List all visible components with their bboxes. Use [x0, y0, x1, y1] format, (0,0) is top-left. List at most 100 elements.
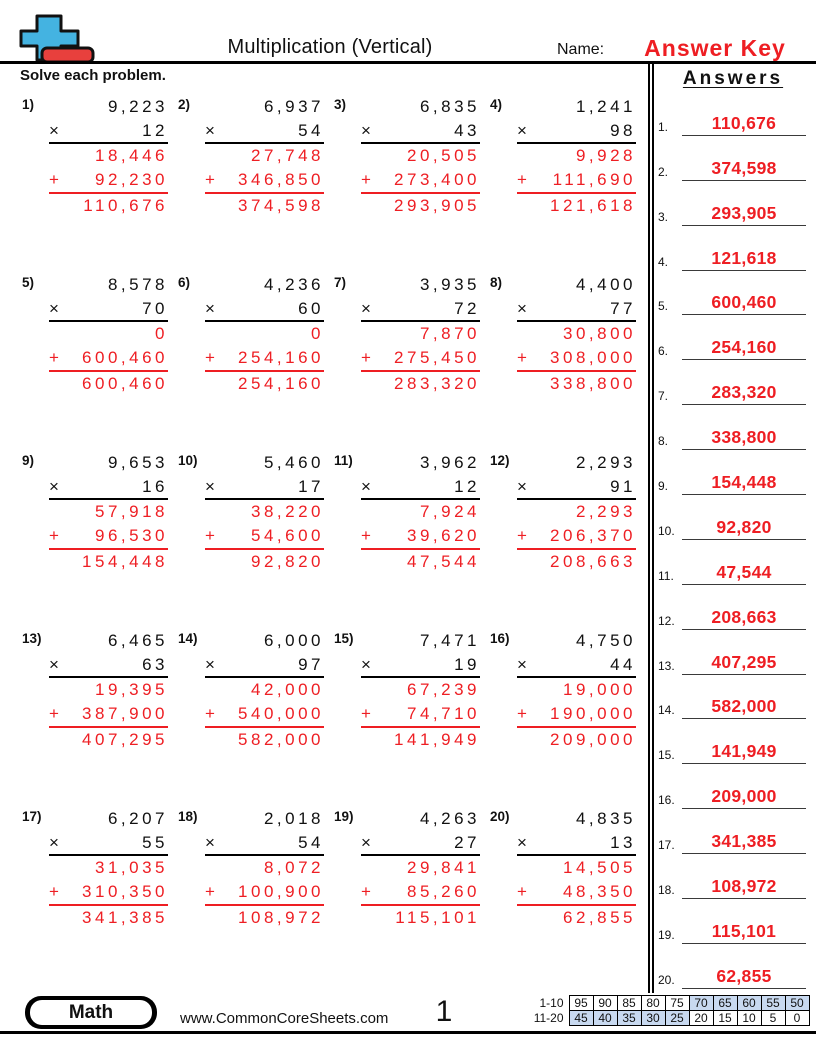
problem: 7) 3,935 × 72 7,870 + 275,450 283,320 [334, 273, 490, 451]
answer-number: 17. [658, 838, 675, 853]
answer-number: 4. [658, 254, 669, 269]
partial-product-2-row: + 275,450 [361, 346, 480, 372]
partial-product-2: 54,600 [251, 525, 324, 545]
answer-number: 6. [658, 344, 669, 359]
plus-sign-icon: + [361, 703, 371, 723]
multiplier: 60 [298, 298, 324, 318]
multiplier: 17 [298, 476, 324, 496]
plus-sign-icon: + [517, 347, 527, 367]
answer-value: 208,663 [682, 607, 806, 630]
answer-value: 283,320 [682, 382, 806, 406]
problem-number: 9) [22, 453, 35, 468]
answer-number: 13. [658, 658, 675, 673]
problem-number: 13) [22, 631, 42, 646]
multiply-icon: × [49, 654, 59, 674]
product-total: 92,820 [251, 552, 324, 571]
problem-number: 8) [490, 275, 503, 290]
partial-product-2-row: + 308,000 [517, 346, 636, 372]
multiplicand: 5,460 [263, 453, 324, 472]
problem-work: 4,236 × 60 0 + 254,160 254,160 [205, 273, 324, 451]
answer-number: 3. [658, 209, 669, 224]
answer-number: 20. [658, 972, 675, 987]
multiplicand: 6,465 [107, 631, 168, 650]
multiply-icon: × [49, 476, 59, 496]
instruction-text: Solve each problem. [20, 67, 166, 84]
score-cell: 15 [712, 1010, 738, 1026]
problem-work: 2,293 × 91 2,293 + 206,370 208,663 [517, 451, 636, 629]
score-cell: 5 [760, 1010, 786, 1026]
footer-rule [0, 1031, 816, 1034]
plus-sign-icon: + [49, 525, 59, 545]
score-cell: 35 [616, 1010, 642, 1026]
problem-work: 9,653 × 16 57,918 + 96,530 154,448 [49, 451, 168, 629]
partial-product-2-row: + 54,600 [205, 524, 324, 550]
problem-work: 4,263 × 27 29,841 + 85,260 115,101 [361, 807, 480, 985]
plus-sign-icon: + [517, 703, 527, 723]
multiplier-row: × 19 [361, 653, 480, 678]
problem-work: 6,000 × 97 42,000 + 540,000 582,000 [205, 629, 324, 807]
page-title: Multiplication (Vertical) [227, 36, 433, 58]
answer-value: 108,972 [682, 876, 806, 900]
product-total: 108,972 [238, 908, 324, 927]
problem-number: 11) [334, 453, 353, 468]
multiplier-row: × 13 [517, 831, 636, 856]
answer-number: 9. [658, 479, 669, 494]
multiplier-row: × 54 [205, 831, 324, 856]
score-cell: 95 [568, 995, 594, 1011]
partial-product-2-row: + 96,530 [49, 524, 168, 550]
partial-product-2: 206,370 [550, 525, 636, 545]
answer-item: 9. 154,448 [656, 450, 810, 496]
multiplier: 12 [454, 476, 480, 496]
answer-value: 141,949 [682, 741, 806, 765]
product-total: 600,460 [82, 374, 168, 393]
problem: 2) 6,937 × 54 27,748 + 346,850 374,598 [178, 95, 334, 273]
partial-product-2: 39,620 [407, 525, 480, 545]
multiplicand: 6,835 [419, 97, 480, 116]
partial-product-2-row: + 387,900 [49, 702, 168, 728]
problem-work: 6,207 × 55 31,035 + 310,350 341,385 [49, 807, 168, 985]
answer-item: 17. 341,385 [656, 809, 810, 855]
partial-product-2-row: + 254,160 [205, 346, 324, 372]
partial-product-2: 310,350 [82, 881, 168, 901]
partial-product-2-row: + 600,460 [49, 346, 168, 372]
problem-number: 19) [334, 809, 354, 824]
partial-product-1: 57,918 [95, 502, 168, 521]
partial-product-2-row: + 48,350 [517, 880, 636, 906]
answer-item: 3. 293,905 [656, 181, 810, 226]
problem-work: 2,018 × 54 8,072 + 100,900 108,972 [205, 807, 324, 985]
math-badge-label: Math [30, 1000, 152, 1025]
multiply-icon: × [361, 654, 371, 674]
product-total: 407,295 [82, 730, 168, 749]
plus-sign-icon: + [49, 703, 59, 723]
answer-value: 600,460 [682, 292, 806, 316]
problem-work: 5,460 × 17 38,220 + 54,600 92,820 [205, 451, 324, 629]
problem-work: 4,400 × 77 30,800 + 308,000 338,800 [517, 273, 636, 451]
partial-product-2-row: + 190,000 [517, 702, 636, 728]
answer-item: 18. 108,972 [656, 854, 810, 900]
answer-value: 374,598 [682, 158, 806, 181]
multiplier-row: × 54 [205, 119, 324, 144]
score-row-label: 11-20 [527, 1010, 569, 1026]
multiplier-row: × 70 [49, 297, 168, 322]
partial-product-1: 9,928 [575, 146, 636, 165]
score-cell: 55 [760, 995, 786, 1011]
product-total: 582,000 [238, 730, 324, 749]
score-cell: 70 [688, 995, 714, 1011]
partial-product-2: 600,460 [82, 347, 168, 367]
score-cell: 10 [736, 1010, 762, 1026]
partial-product-2: 540,000 [238, 703, 324, 723]
answer-number: 11. [658, 568, 674, 583]
multiplier-row: × 12 [361, 475, 480, 500]
problem-number: 15) [334, 631, 354, 646]
answer-item: 2. 374,598 [656, 136, 810, 181]
score-row-1: 1-10 95 90 85 80 75 70 65 60 55 50 [527, 995, 810, 1011]
problem-number: 2) [178, 97, 191, 112]
plus-sign-icon: + [361, 881, 371, 901]
partial-product-2: 346,850 [238, 169, 324, 189]
problem-work: 6,465 × 63 19,395 + 387,900 407,295 [49, 629, 168, 807]
multiplier: 54 [298, 832, 324, 852]
multiplier-row: × 27 [361, 831, 480, 856]
answers-list: 1. 110,676 2. 374,598 3. 293,905 4. 121,… [656, 91, 810, 989]
multiplier-row: × 55 [49, 831, 168, 856]
